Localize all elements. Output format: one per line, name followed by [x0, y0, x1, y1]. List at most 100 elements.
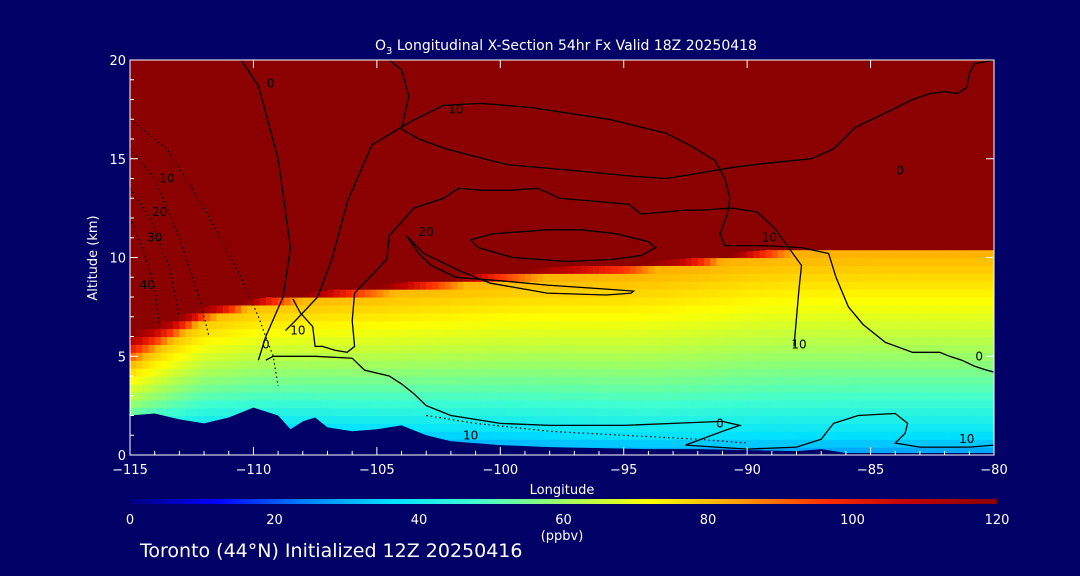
heatmap-cell: [895, 447, 903, 455]
heatmap-cell: [827, 247, 835, 251]
heatmap-cell: [685, 328, 693, 338]
heatmap-cell: [765, 368, 773, 377]
heatmap-cell: [987, 447, 994, 455]
heatmap-cell: [568, 415, 575, 424]
heatmap-cell: [839, 399, 847, 409]
heatmap-cell: [808, 249, 816, 259]
heatmap-cell: [562, 352, 569, 361]
heatmap-cell: [586, 281, 594, 290]
heatmap-cell: [703, 439, 711, 448]
heatmap-cell: [815, 431, 822, 440]
heatmap-cell: [882, 273, 890, 282]
heatmap-cell: [722, 415, 730, 424]
heatmap-cell: [253, 383, 261, 393]
heatmap-cell: [586, 360, 594, 369]
heatmap-cell: [938, 265, 946, 274]
heatmap-cell: [913, 368, 921, 377]
heatmap-cell: [506, 399, 514, 409]
heatmap-cell: [457, 407, 464, 417]
heatmap-cell: [537, 431, 545, 440]
heatmap-cell: [586, 352, 594, 361]
heatmap-cell: [697, 344, 705, 353]
heatmap-cell: [907, 312, 915, 322]
heatmap-cell: [432, 376, 440, 385]
heatmap-cell: [981, 407, 989, 417]
heatmap-cell: [932, 407, 940, 417]
heatmap-cell: [413, 320, 421, 330]
heatmap-cell: [876, 399, 884, 409]
heatmap-cell: [907, 415, 915, 424]
heatmap-cell: [241, 391, 248, 401]
heatmap-cell: [401, 407, 409, 417]
heatmap-cell: [907, 439, 915, 448]
heatmap-cell: [407, 304, 415, 314]
heatmap-cell: [864, 399, 872, 409]
heatmap-cell: [666, 312, 674, 322]
heatmap-cell: [679, 399, 687, 409]
heatmap-cell: [592, 312, 600, 322]
heatmap-cell: [555, 328, 563, 338]
heatmap-cell: [623, 336, 631, 345]
heatmap-cell: [808, 304, 816, 314]
heatmap-cell: [308, 328, 316, 338]
heatmap-cell: [654, 368, 662, 377]
heatmap-cell: [216, 352, 224, 361]
x-tick-label: −85: [857, 463, 884, 478]
heatmap-cell: [685, 320, 693, 330]
heatmap-cell: [839, 265, 847, 274]
heatmap-cell: [611, 376, 619, 385]
heatmap-cell: [259, 399, 267, 409]
contour-label: 10: [290, 324, 305, 338]
heatmap-cell: [956, 249, 964, 259]
heatmap-cell: [673, 360, 680, 369]
heatmap-cell: [531, 312, 538, 322]
heatmap-cell: [642, 273, 649, 282]
heatmap-cell: [722, 431, 730, 440]
heatmap-cell: [771, 328, 779, 338]
heatmap-cell: [518, 415, 526, 424]
heatmap-cell: [271, 312, 279, 322]
heatmap-cell: [506, 320, 514, 330]
heatmap-cell: [889, 257, 896, 266]
heatmap-cell: [432, 391, 440, 401]
heatmap-cell: [802, 297, 810, 306]
heatmap-cell: [673, 320, 680, 330]
heatmap-cell: [808, 328, 816, 338]
heatmap-cell: [642, 415, 649, 424]
heatmap-cell: [642, 344, 649, 353]
heatmap-cell: [901, 383, 909, 393]
heatmap-cell: [438, 376, 446, 385]
heatmap-cell: [284, 391, 292, 401]
heatmap-cell: [524, 281, 532, 290]
heatmap-cell: [722, 273, 730, 282]
heatmap-cell: [271, 360, 279, 369]
heatmap-cell: [778, 257, 785, 266]
heatmap-cell: [889, 423, 896, 432]
heatmap-cell: [531, 360, 538, 369]
heatmap-cell: [987, 399, 994, 409]
heatmap-cell: [142, 344, 150, 353]
heatmap-cell: [913, 273, 921, 282]
heatmap-cell: [605, 312, 612, 322]
heatmap-cell: [173, 328, 180, 338]
heatmap-cell: [636, 304, 643, 314]
heatmap-cell: [827, 328, 835, 338]
heatmap-cell: [703, 360, 711, 369]
heatmap-cell: [562, 431, 569, 440]
heatmap-cell: [185, 368, 193, 377]
heatmap-cell: [321, 336, 329, 345]
heatmap-cell: [932, 360, 940, 369]
heatmap-cell: [808, 423, 816, 432]
heatmap-cell: [852, 352, 859, 361]
heatmap-cell: [654, 265, 662, 274]
heatmap-cell: [876, 391, 884, 401]
heatmap-cell: [185, 344, 193, 353]
heatmap-cell: [339, 344, 347, 353]
heatmap-cell: [586, 328, 594, 338]
heatmap-cell: [302, 391, 310, 401]
heatmap-cell: [938, 423, 946, 432]
heatmap-cell: [821, 273, 828, 282]
heatmap-cell: [821, 344, 828, 353]
heatmap-cell: [543, 383, 551, 393]
heatmap-cell: [210, 352, 217, 361]
